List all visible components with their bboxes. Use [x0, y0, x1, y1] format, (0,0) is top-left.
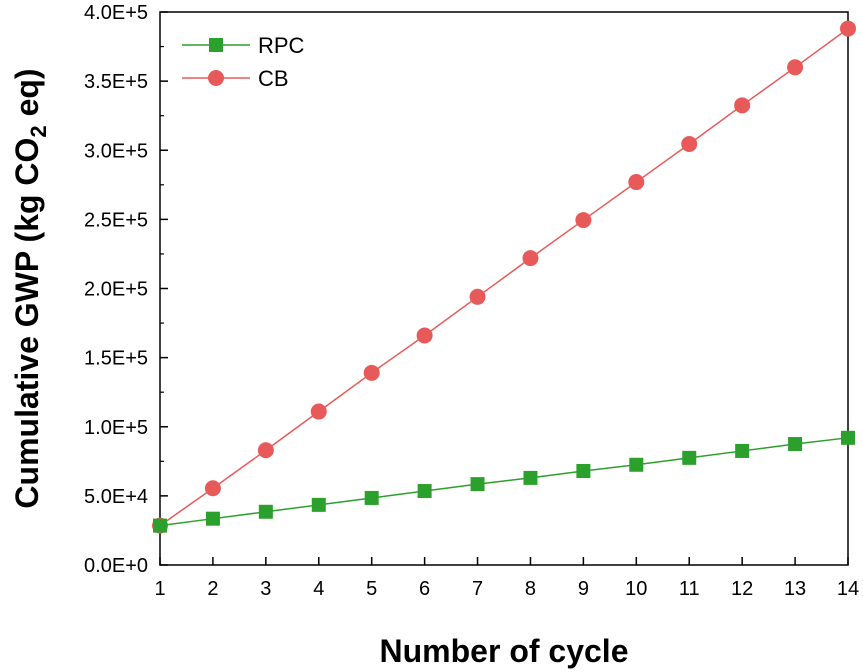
- x-tick-label: 2: [207, 578, 218, 600]
- x-tick-label: 6: [419, 578, 430, 600]
- data-point: [310, 403, 327, 420]
- y-axis-title-end: eq): [9, 68, 45, 125]
- plot-border: [159, 11, 849, 566]
- x-tick-label: 1: [154, 578, 165, 600]
- data-point: [204, 480, 221, 497]
- data-point: [417, 484, 432, 499]
- x-tick-label: 8: [525, 578, 536, 600]
- y-tick-label: 1.0E+5: [84, 417, 148, 439]
- series-layer: [152, 20, 856, 534]
- data-point: [628, 174, 645, 191]
- x-tick-label: 13: [784, 578, 806, 600]
- series-rpc: [153, 430, 855, 533]
- y-tick-label: 2.0E+5: [84, 279, 148, 301]
- series-cb: [152, 20, 856, 534]
- legend: RPC CB: [182, 33, 305, 91]
- legend-label: CB: [258, 66, 289, 91]
- legend-item-cb: CB: [182, 66, 289, 91]
- y-tick-label: 5.0E+4: [84, 486, 148, 508]
- y-tick-label: 1.5E+5: [84, 348, 148, 370]
- y-axis-title-subscript: 2: [26, 125, 51, 137]
- data-point: [734, 97, 751, 114]
- data-point: [469, 288, 486, 305]
- legend-marker: [208, 70, 224, 86]
- x-tick-label: 4: [313, 578, 324, 600]
- data-point: [205, 511, 220, 526]
- data-point: [522, 250, 539, 267]
- data-point: [840, 20, 856, 37]
- data-point: [682, 450, 697, 465]
- data-point: [364, 490, 379, 505]
- data-point: [363, 364, 380, 381]
- data-point: [311, 497, 326, 512]
- x-tick-label: 5: [366, 578, 377, 600]
- x-tick-label: 10: [625, 578, 647, 600]
- series-line-rpc: [159, 437, 849, 527]
- y-axis: 0.0E+0 5.0E+4 1.0E+5 1.5E+5 2.0E+5 2.5E+5 3.0E…: [84, 2, 168, 577]
- data-point: [523, 470, 538, 485]
- y-tick-label: 0.0E+0: [84, 555, 148, 577]
- data-point: [416, 327, 433, 344]
- x-tick-label: 9: [578, 578, 589, 600]
- data-point: [575, 212, 592, 229]
- legend-marker: [209, 38, 223, 52]
- data-point: [470, 477, 485, 492]
- y-axis-title-main: Cumulative GWP (kg CO: [9, 138, 45, 509]
- y-tick-label: 2.5E+5: [84, 209, 148, 231]
- series-line-cb: [159, 27, 849, 527]
- y-tick-label: 4.0E+5: [84, 2, 148, 24]
- x-tick-label: 12: [731, 578, 753, 600]
- data-point: [735, 443, 750, 458]
- data-point: [787, 59, 804, 76]
- plot-frame: [159, 11, 849, 566]
- legend-label: RPC: [258, 33, 305, 58]
- x-tick-label: 11: [679, 578, 700, 600]
- data-point: [681, 136, 698, 153]
- data-point: [258, 504, 273, 519]
- data-point: [576, 463, 591, 478]
- data-point: [257, 442, 274, 459]
- x-axis: 1 2 3 4 5 6 7 8 9 10 11 12 13 14: [154, 557, 859, 600]
- x-tick-label: 14: [837, 578, 859, 600]
- data-point: [629, 457, 644, 472]
- y-axis-title: Cumulative GWP (kg CO2 eq): [9, 68, 51, 508]
- x-tick-label: 3: [260, 578, 271, 600]
- data-point: [841, 430, 855, 445]
- x-tick-label: 7: [472, 578, 483, 600]
- x-axis-title: Number of cycle: [380, 633, 629, 669]
- legend-item-rpc: RPC: [182, 33, 305, 58]
- y-tick-label: 3.0E+5: [84, 140, 148, 162]
- data-point: [788, 437, 803, 452]
- data-point: [153, 518, 167, 533]
- y-tick-label: 3.5E+5: [84, 71, 148, 93]
